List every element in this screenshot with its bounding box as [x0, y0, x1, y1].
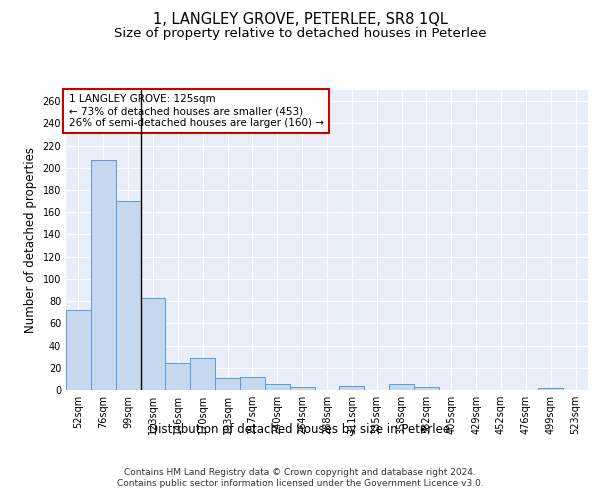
Bar	[66, 310, 91, 390]
Bar	[166, 364, 190, 390]
Bar	[240, 376, 265, 390]
Y-axis label: Number of detached properties: Number of detached properties	[24, 147, 37, 333]
Bar	[414, 386, 439, 390]
Bar	[190, 358, 215, 390]
Text: Distribution of detached houses by size in Peterlee: Distribution of detached houses by size …	[149, 422, 451, 436]
Bar	[340, 386, 364, 390]
Bar	[538, 388, 563, 390]
Bar	[140, 298, 166, 390]
Text: Size of property relative to detached houses in Peterlee: Size of property relative to detached ho…	[114, 28, 486, 40]
Bar	[116, 201, 140, 390]
Bar	[265, 384, 290, 390]
Bar	[91, 160, 116, 390]
Text: 1 LANGLEY GROVE: 125sqm
← 73% of detached houses are smaller (453)
26% of semi-d: 1 LANGLEY GROVE: 125sqm ← 73% of detache…	[68, 94, 323, 128]
Bar	[389, 384, 414, 390]
Bar	[215, 378, 240, 390]
Text: Contains HM Land Registry data © Crown copyright and database right 2024.
Contai: Contains HM Land Registry data © Crown c…	[116, 468, 484, 487]
Bar	[290, 386, 314, 390]
Text: 1, LANGLEY GROVE, PETERLEE, SR8 1QL: 1, LANGLEY GROVE, PETERLEE, SR8 1QL	[152, 12, 448, 28]
